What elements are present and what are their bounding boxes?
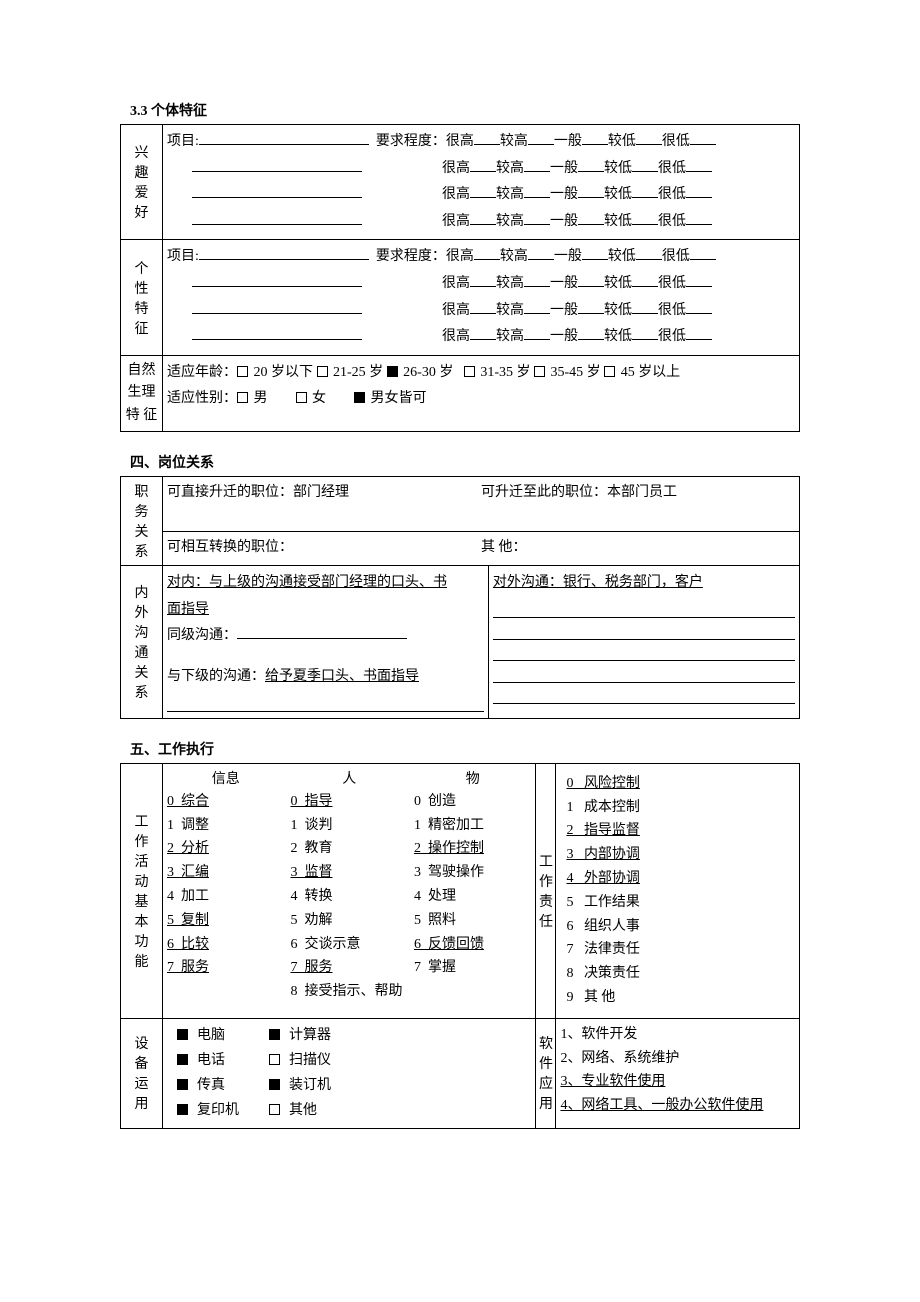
resp-content: 0 风险控制1 成本控制2 指导监督3 内部协调4 外部协调5 工作结果6 组织… [556, 763, 800, 1018]
equip-label: 设备运用 [121, 1018, 163, 1128]
interest-label: 兴趣爱好 [121, 125, 163, 240]
soft-content: 1、软件开发2、网络、系统维护3、专业软件使用4、网络工具、一般办公软件使用 [556, 1018, 800, 1128]
section-5-title: 五、工作执行 [120, 739, 800, 759]
other-pos: 其 他： [481, 536, 795, 556]
func-label: 工作活动基本功能 [121, 763, 163, 1018]
resp-label: 工作责任 [536, 763, 556, 1018]
interchange: 可相互转换的职位： [167, 536, 481, 556]
physio-content: 适应年龄： 20 岁以下 21-25 岁 26-30 岁 31-35 岁 35-… [163, 355, 800, 431]
personality-content: 项目: 要求程度：很高较高一般较低很低 很高较高一般较低很低 很高较高一般较低很… [163, 240, 800, 355]
equip-content: 电脑 电话 传真 复印机 计算器 扫描仪 装订机 其他 [163, 1018, 536, 1128]
soft-label: 软件应用 [536, 1018, 556, 1128]
internal-comm: 对内：与上级的沟通接受部门经理的口头、书面指导同级沟通：与下级的沟通：给予夏季口… [163, 565, 489, 718]
table-relations: 职务关系 可直接升迁的职位：部门经理 可升迁至此的职位：本部门员工 可相互转换的… [120, 476, 800, 719]
interchange-row: 可相互转换的职位： 其 他： [163, 531, 800, 565]
table-individual: 兴趣爱好 项目: 要求程度：很高较高一般较低很低 很高较高一般较低很低 很高较高… [120, 124, 800, 432]
comm-label: 内外沟通关系 [121, 565, 163, 718]
table-execution: 工作活动基本功能 信息0 综合1 调整2 分析3 汇编4 加工5 复制6 比较7… [120, 763, 800, 1129]
promote-to: 可直接升迁的职位：部门经理 [167, 481, 481, 501]
external-comm: 对外沟通：银行、税务部门，客户 [488, 565, 799, 718]
section-33-title: 3.3 个体特征 [120, 100, 800, 120]
interest-content: 项目: 要求程度：很高较高一般较低很低 很高较高一般较低很低 很高较高一般较低很… [163, 125, 800, 240]
promotion-row: 可直接升迁的职位：部门经理 可升迁至此的职位：本部门员工 [163, 476, 800, 531]
section-4-title: 四、岗位关系 [120, 452, 800, 472]
physio-label: 自然生理特 征 [121, 355, 163, 431]
personality-label: 个性特征 [121, 240, 163, 355]
func-content: 信息0 综合1 调整2 分析3 汇编4 加工5 复制6 比较7 服务人0 指导1… [163, 763, 536, 1018]
position-rel-label: 职务关系 [121, 476, 163, 565]
promote-from: 可升迁至此的职位：本部门员工 [481, 481, 795, 501]
